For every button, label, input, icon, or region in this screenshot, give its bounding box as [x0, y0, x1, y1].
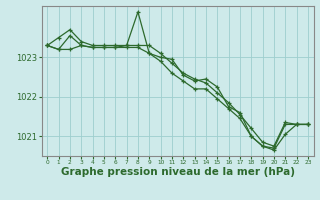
X-axis label: Graphe pression niveau de la mer (hPa): Graphe pression niveau de la mer (hPa) [60, 167, 295, 177]
